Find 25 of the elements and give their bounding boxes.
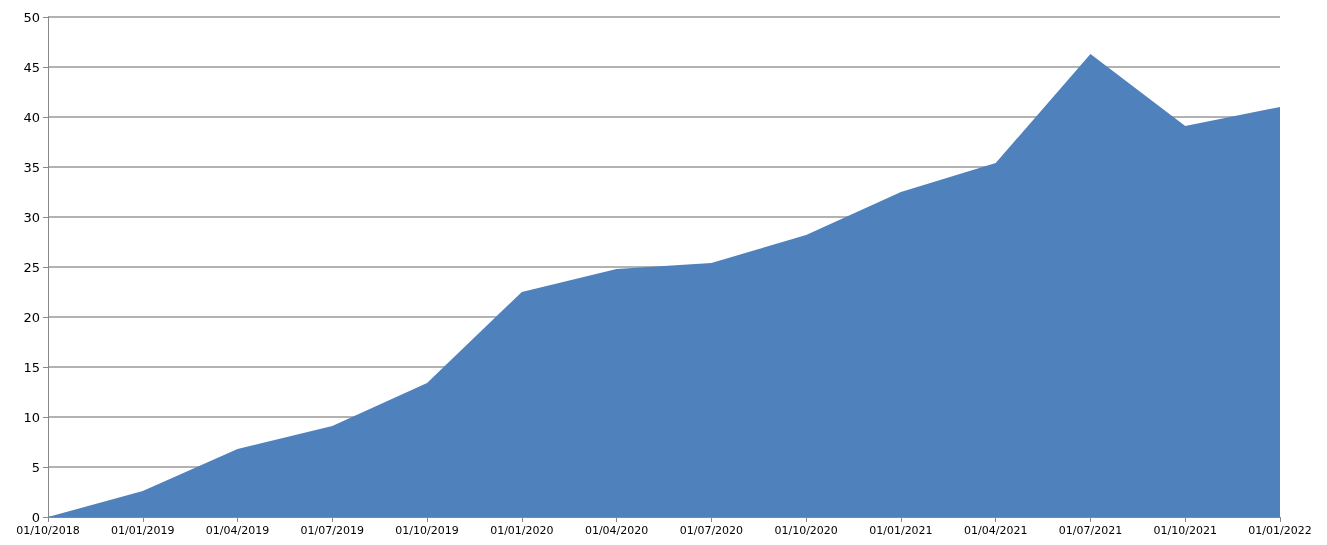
x-tick-label: 01/01/2019: [111, 524, 175, 537]
x-tick-label: 01/10/2018: [16, 524, 80, 537]
y-tick-label: 30: [23, 209, 40, 225]
x-tick-label: 01/10/2020: [774, 524, 838, 537]
x-tick-label: 01/01/2022: [1248, 524, 1312, 537]
y-tick-label: 45: [23, 59, 40, 75]
y-tick-label: 10: [23, 409, 40, 425]
y-tick-label: 35: [23, 159, 40, 175]
x-tick-label: 01/10/2019: [395, 524, 459, 537]
x-tick-label: 01/01/2020: [490, 524, 554, 537]
x-tick-label: 01/07/2021: [1058, 524, 1123, 537]
y-tick-label: 20: [23, 309, 40, 325]
y-tick-label: 25: [23, 259, 40, 275]
y-tick-label: 50: [23, 9, 40, 25]
x-tick-label: 01/07/2019: [300, 524, 365, 537]
x-tick-label: 01/01/2021: [869, 524, 933, 537]
x-tick-label: 01/10/2021: [1153, 524, 1217, 537]
x-tick-label: 01/07/2020: [679, 524, 744, 537]
x-tick-label: 01/04/2021: [963, 524, 1028, 537]
y-tick-label: 0: [31, 509, 40, 525]
x-tick-label: 01/04/2019: [205, 524, 270, 537]
y-tick-label: 15: [23, 359, 40, 375]
x-tick-label: 01/04/2020: [584, 524, 649, 537]
y-tick-label: 40: [23, 109, 40, 125]
y-tick-label: 5: [31, 459, 40, 475]
